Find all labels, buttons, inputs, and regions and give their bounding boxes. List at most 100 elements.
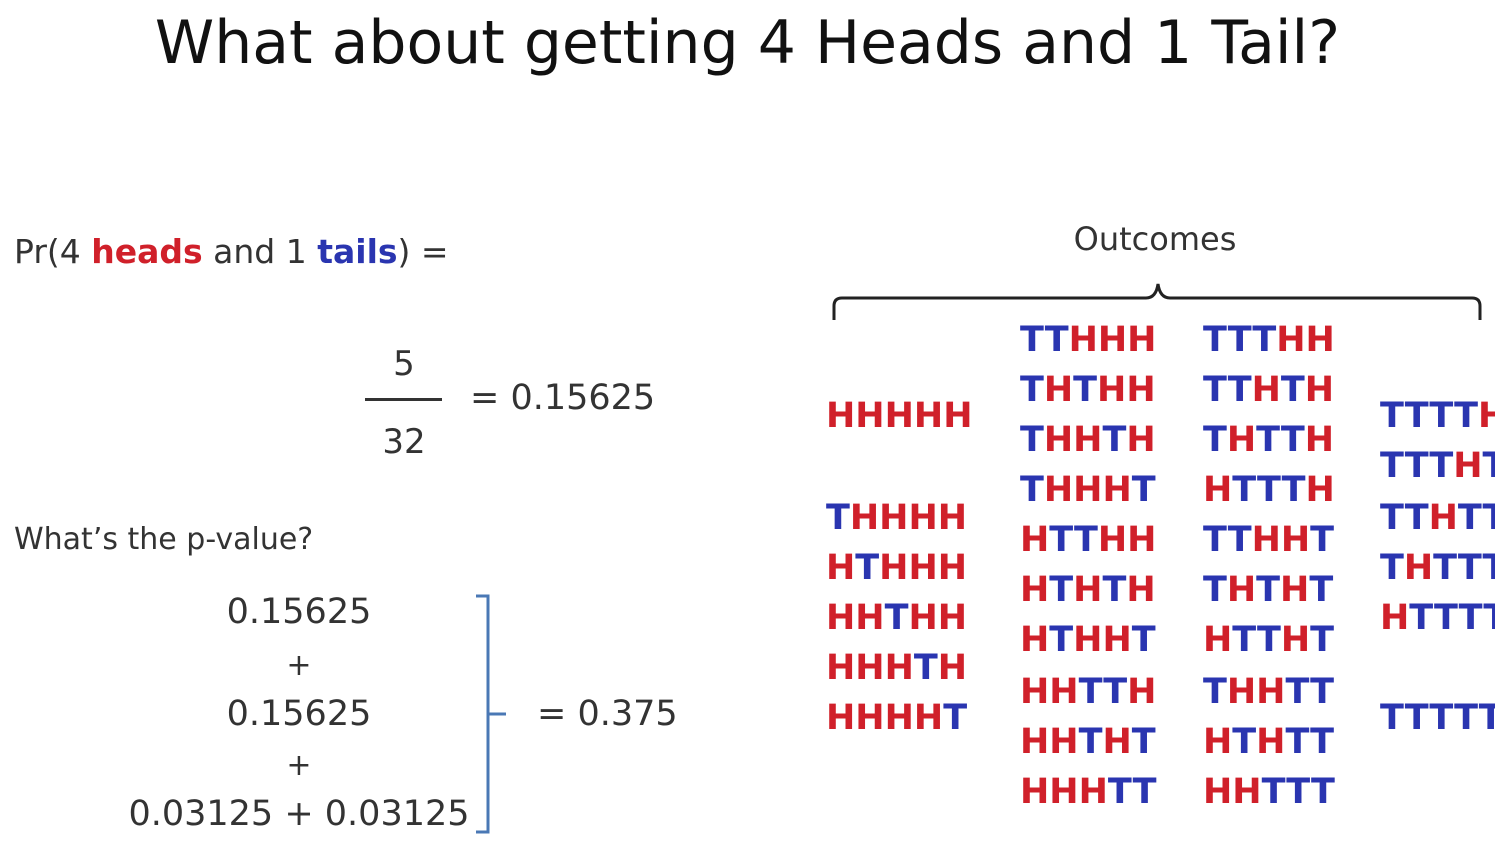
tails-letter: T xyxy=(1256,620,1281,660)
outcome-sequence: HTHHH xyxy=(826,548,967,588)
outcome-sequence: THHTT xyxy=(1203,672,1334,712)
outcome-sequence: HTHTT xyxy=(1203,722,1334,762)
probability-expression: Pr(4 heads and 1 tails) = xyxy=(14,232,449,271)
tails-letter: T xyxy=(1429,446,1454,486)
heads-letter: H xyxy=(855,598,885,638)
tails-letter: T xyxy=(1454,698,1479,738)
heads-letter: H xyxy=(1126,570,1156,610)
heads-letter: H xyxy=(1304,420,1335,460)
tails-letter: T xyxy=(1380,698,1405,738)
heads-letter: H xyxy=(1226,570,1257,610)
heads-letter: H xyxy=(1049,672,1079,712)
heads-letter: H xyxy=(1276,320,1306,360)
tails-letter: T xyxy=(1380,498,1405,538)
tails-letter: T xyxy=(1457,498,1483,538)
heads-letter: H xyxy=(1280,570,1310,610)
heads-letter: H xyxy=(1078,772,1108,812)
tails-letter: T xyxy=(1429,396,1455,436)
outcome-sequence: TTHHT xyxy=(1203,520,1334,560)
tails-letter: T xyxy=(1478,698,1495,738)
heads-letter: H xyxy=(1073,570,1103,610)
heads-letter: H xyxy=(884,648,914,688)
tails-letter: T xyxy=(1380,548,1404,588)
heads-letter: H xyxy=(1068,320,1098,360)
tails-letter: T xyxy=(1310,672,1335,712)
tails-letter: T xyxy=(1020,370,1044,410)
tails-letter: T xyxy=(1078,722,1103,762)
heads-letter: H xyxy=(913,396,944,436)
pr-prefix: Pr(4 xyxy=(14,232,92,271)
heads-letter: H xyxy=(1073,470,1103,510)
tails-letter: T xyxy=(1073,520,1098,560)
tails-letter: T xyxy=(1020,470,1044,510)
tails-letter: T xyxy=(1256,470,1282,510)
heads-letter: H xyxy=(1127,520,1157,560)
outcome-sequence: THTTH xyxy=(1203,420,1334,460)
outcome-sequence: THTHT xyxy=(1203,570,1333,610)
tails-letter: T xyxy=(1203,520,1228,560)
tails-letter: T xyxy=(1280,370,1305,410)
tails-letter: T xyxy=(1433,548,1458,588)
tails-letter: T xyxy=(1049,520,1074,560)
heads-letter: H xyxy=(1097,370,1127,410)
heads-letter: H xyxy=(908,498,938,538)
tails-letter: T xyxy=(884,598,909,638)
tails-letter: T xyxy=(1227,520,1252,560)
outcome-sequence: HTTHT xyxy=(1203,620,1334,660)
heads-letter: H xyxy=(1049,772,1079,812)
heads-letter: H xyxy=(1203,470,1233,510)
outcome-sequence: HTTTH xyxy=(1203,470,1335,510)
heads-letter: H xyxy=(1256,722,1286,762)
tails-letter: T xyxy=(1107,772,1133,812)
heads-letter: H xyxy=(826,396,856,436)
tails-letter: T xyxy=(1102,420,1127,460)
heads-letter: H xyxy=(855,396,885,436)
heads-letter: H xyxy=(826,698,856,738)
heads-letter: H xyxy=(1102,722,1132,762)
tails-letter: T xyxy=(1256,420,1281,460)
heads-letter: H xyxy=(937,598,968,638)
tails-letter: T xyxy=(1073,370,1098,410)
slide-title: What about getting 4 Heads and 1 Tail? xyxy=(154,8,1341,78)
tails-letter: T xyxy=(1310,772,1335,812)
heads-letter: H xyxy=(1280,520,1311,560)
tails-letter: T xyxy=(1203,672,1227,712)
tails-letter: T xyxy=(1203,570,1227,610)
outcome-sequence: HHHTH xyxy=(826,648,967,688)
tails-letter: T xyxy=(1433,598,1459,638)
tails-letter: T xyxy=(1409,598,1434,638)
tails-letter: T xyxy=(1454,396,1478,436)
pvalue-result: = 0.375 xyxy=(537,694,678,734)
heads-letter: H xyxy=(1102,620,1132,660)
tails-letter: T xyxy=(1281,470,1306,510)
outcome-sequence: THHHT xyxy=(1020,470,1156,510)
outcome-sequence: TTHTH xyxy=(1203,370,1334,410)
heads-letter: H xyxy=(943,396,973,436)
heads-letter: H xyxy=(879,498,909,538)
heads-letter: H xyxy=(1203,722,1233,762)
heads-letter: H xyxy=(1097,520,1128,560)
heads-letter: H xyxy=(1256,672,1286,712)
outcome-sequence: THHHH xyxy=(826,498,967,538)
heads-letter: H xyxy=(1020,520,1050,560)
tails-letter: T xyxy=(1232,722,1257,762)
heads-letter: H xyxy=(913,698,944,738)
heads-letter: H xyxy=(1428,498,1458,538)
heads-letter: H xyxy=(1043,470,1074,510)
heads-letter: H xyxy=(1453,446,1483,486)
tails-letter: T xyxy=(826,498,850,538)
tails-letter: T xyxy=(1203,420,1227,460)
tails-letter: T xyxy=(1280,420,1305,460)
probability-result: = 0.15625 xyxy=(470,378,656,418)
tails-letter: T xyxy=(1256,570,1281,610)
tails-letter: T xyxy=(1078,672,1104,712)
heads-letter: H xyxy=(1251,520,1281,560)
outcome-sequence: THHTH xyxy=(1020,420,1156,460)
tails-letter: T xyxy=(943,698,968,738)
tails-letter: T xyxy=(1482,498,1495,538)
outcome-sequence: HHTTT xyxy=(1203,772,1335,812)
tails-letter: T xyxy=(1252,320,1277,360)
tails-letter: T xyxy=(1404,446,1430,486)
heads-letter: H xyxy=(1073,620,1103,660)
plus-sign-1: + xyxy=(286,648,312,683)
